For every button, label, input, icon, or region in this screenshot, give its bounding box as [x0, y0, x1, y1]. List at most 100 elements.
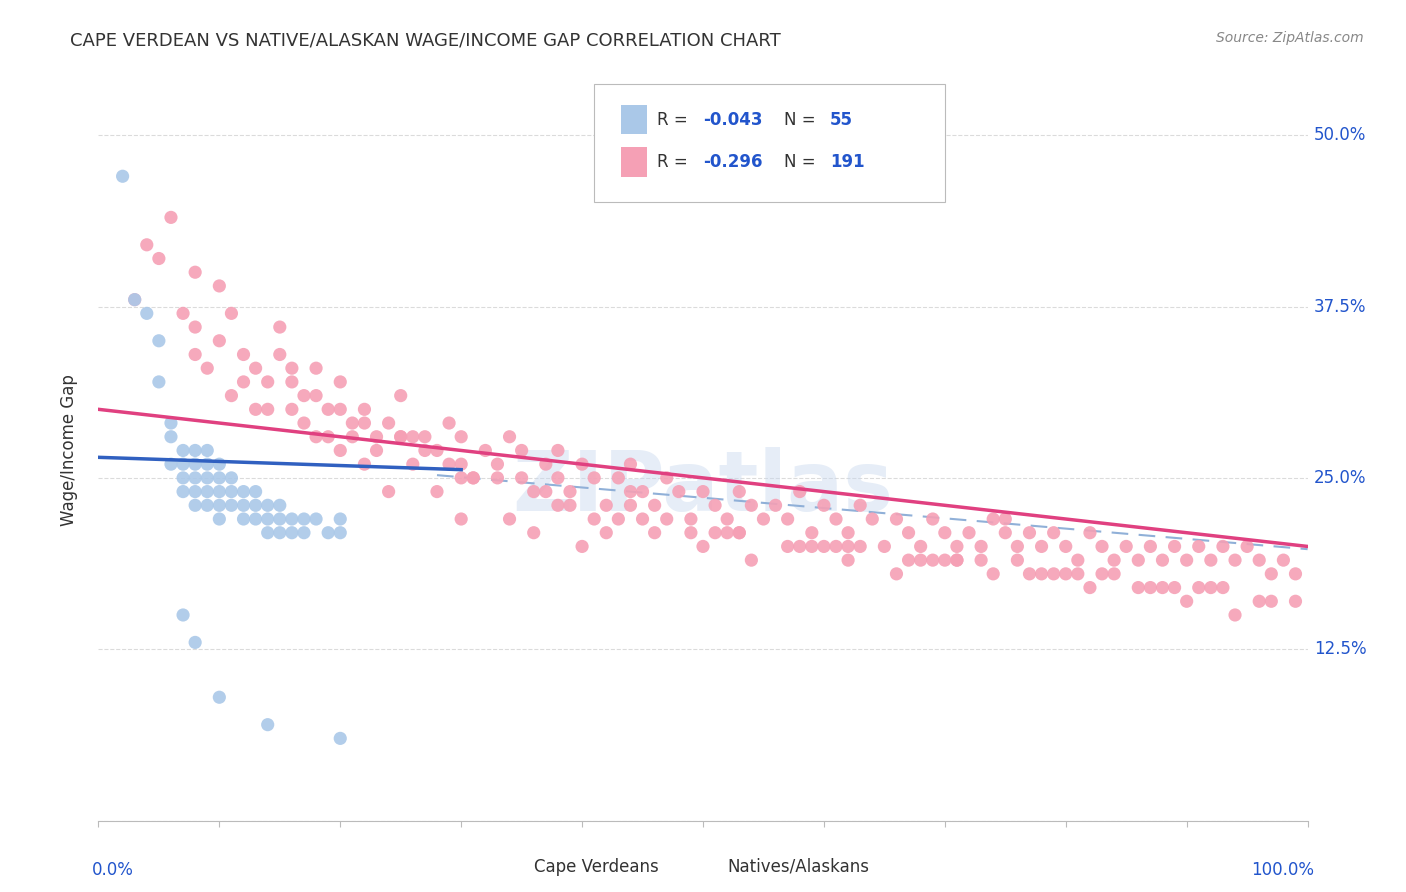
Point [305, 430, 328, 444]
Point [571, 457, 593, 471]
Point [547, 471, 569, 485]
Point [825, 540, 848, 554]
Point [837, 525, 859, 540]
Text: 37.5%: 37.5% [1313, 298, 1367, 316]
Text: R =: R = [657, 111, 693, 128]
Point [1115, 540, 1137, 554]
Point [256, 402, 278, 417]
Point [316, 430, 339, 444]
Point [292, 416, 315, 430]
Point [619, 498, 641, 512]
Point [232, 512, 254, 526]
Point [281, 361, 304, 376]
Point [946, 540, 969, 554]
Point [148, 252, 170, 266]
Point [1152, 553, 1174, 567]
Point [269, 498, 291, 512]
Point [728, 525, 751, 540]
Point [1163, 540, 1185, 554]
Point [1223, 607, 1246, 622]
Point [776, 540, 799, 554]
Point [184, 498, 207, 512]
Point [704, 498, 727, 512]
Point [619, 484, 641, 499]
Point [1188, 581, 1211, 595]
Point [184, 320, 207, 334]
Point [184, 484, 207, 499]
Point [245, 402, 267, 417]
Point [208, 457, 231, 471]
Point [668, 484, 690, 499]
Point [269, 512, 291, 526]
Point [353, 402, 375, 417]
Point [849, 498, 872, 512]
Point [208, 498, 231, 512]
Point [402, 457, 425, 471]
Point [184, 457, 207, 471]
Point [825, 512, 848, 526]
Text: 0.0%: 0.0% [93, 862, 134, 880]
Point [583, 512, 606, 526]
Point [595, 498, 617, 512]
Point [873, 540, 896, 554]
Point [921, 553, 943, 567]
Point [316, 402, 339, 417]
Point [1223, 553, 1246, 567]
Point [1042, 525, 1064, 540]
Point [1054, 540, 1077, 554]
Point [921, 512, 943, 526]
Point [389, 389, 412, 403]
Point [281, 525, 304, 540]
Point [1102, 566, 1125, 581]
Point [172, 471, 194, 485]
Point [1018, 566, 1040, 581]
Point [1284, 566, 1306, 581]
Point [160, 430, 183, 444]
Point [1091, 566, 1114, 581]
Point [1249, 553, 1271, 567]
Point [281, 375, 304, 389]
Point [607, 471, 630, 485]
Point [644, 525, 666, 540]
Point [558, 498, 581, 512]
Point [221, 389, 243, 403]
FancyBboxPatch shape [595, 84, 945, 202]
Text: 55: 55 [830, 111, 853, 128]
Point [789, 540, 811, 554]
Point [256, 375, 278, 389]
Point [292, 525, 315, 540]
Point [704, 525, 727, 540]
Point [450, 471, 472, 485]
Point [1212, 581, 1234, 595]
Point [389, 430, 412, 444]
Point [281, 402, 304, 417]
FancyBboxPatch shape [621, 104, 647, 135]
Point [619, 457, 641, 471]
Point [970, 553, 993, 567]
Point [245, 484, 267, 499]
Point [1212, 540, 1234, 554]
Point [644, 498, 666, 512]
Point [195, 471, 218, 485]
Text: 50.0%: 50.0% [1313, 126, 1367, 145]
Point [716, 512, 738, 526]
Point [221, 498, 243, 512]
Point [172, 443, 194, 458]
Point [124, 293, 146, 307]
Point [728, 525, 751, 540]
Point [970, 540, 993, 554]
Point [377, 416, 399, 430]
Point [934, 525, 956, 540]
Point [1067, 566, 1090, 581]
Point [463, 471, 485, 485]
Point [547, 443, 569, 458]
Point [740, 498, 762, 512]
Point [523, 525, 546, 540]
Text: N =: N = [785, 111, 821, 128]
Point [946, 553, 969, 567]
Point [1249, 594, 1271, 608]
Text: R =: R = [657, 153, 693, 170]
Point [269, 320, 291, 334]
Point [934, 553, 956, 567]
Point [305, 361, 328, 376]
